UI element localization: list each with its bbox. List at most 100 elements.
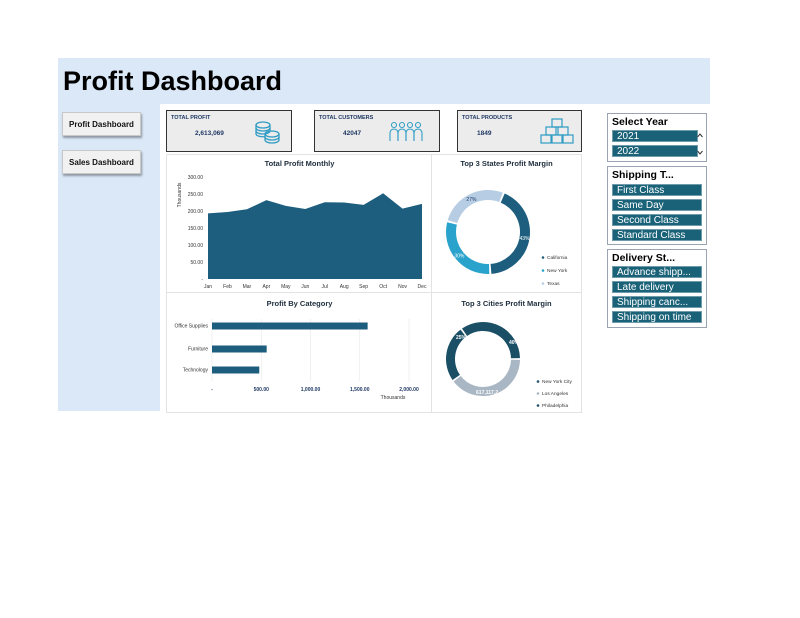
coins-icon: [255, 121, 280, 144]
profit-dashboard-button[interactable]: Profit Dashboard: [62, 112, 141, 136]
cities-margin-title: Top 3 Cities Profit Margin: [461, 299, 552, 308]
page-title: Profit Dashboard: [63, 66, 283, 96]
kpi-total-products: TOTAL PRODUCTS 1849: [457, 110, 582, 152]
city-data-label: 40%: [509, 340, 520, 346]
y-axis-unit-label: Thousands: [177, 182, 183, 207]
x-tick-label: Aug: [340, 284, 349, 290]
header-bar: [58, 58, 710, 104]
delivery-status-slicer: Delivery St... Advance shipp... Late del…: [607, 249, 707, 328]
kpi-total-customers: TOTAL CUSTOMERS 42047: [314, 110, 440, 152]
legend-swatch: [541, 269, 545, 272]
city-slice: [462, 322, 520, 359]
monthly-profit-panel: Total Profit Monthly 300.00 250.00 200.00 1…: [166, 154, 433, 294]
kpi-customers-value: 42047: [343, 130, 362, 137]
kpi-profit-value: 2,613,069: [195, 130, 224, 137]
kpi-customers-label: TOTAL CUSTOMERS: [319, 115, 374, 121]
delivery-item-cancelled[interactable]: Shipping canc...: [612, 296, 702, 308]
x-tick-label: 1,000.00: [301, 387, 321, 393]
kpi-total-profit: TOTAL PROFIT 2,613,069: [166, 110, 292, 152]
legend-label: Los Angeles: [542, 391, 569, 397]
states-margin-panel: Top 3 States Profit Margin 43% 30% 27% Cali…: [431, 154, 582, 294]
year-slicer: Select Year 2021 2022: [607, 113, 707, 162]
shipping-item-same-day[interactable]: Same Day: [612, 199, 702, 211]
shipping-slicer-title: Shipping T...: [612, 169, 674, 181]
x-tick-label: 1,500.00: [350, 387, 370, 393]
monthly-profit-chart: 300.00 250.00 200.00 150.00 100.00 50.00 - Thou…: [177, 175, 427, 290]
people-icon: [389, 121, 423, 141]
year-item-2022[interactable]: 2022: [612, 145, 698, 157]
category-bar: [212, 322, 368, 330]
legend-label: New York: [547, 268, 568, 274]
legend-label: California: [547, 255, 568, 261]
x-tick-label: Jan: [204, 284, 212, 290]
legend-label: New York City: [542, 379, 572, 385]
scroll-up-icon: [697, 133, 703, 138]
shipping-type-slicer: Shipping T... First Class Same Day Secon…: [607, 166, 707, 245]
delivery-slicer-title: Delivery St...: [612, 252, 676, 264]
area-series: [208, 193, 422, 279]
year-scroll-arrows[interactable]: [696, 131, 704, 157]
category-bar: [212, 366, 260, 374]
x-axis-unit-label: Thousands: [381, 395, 406, 401]
category-label: Technology: [183, 368, 209, 374]
state-data-label: 27%: [466, 197, 477, 203]
state-data-label: 30%: [454, 253, 465, 259]
sales-dashboard-button[interactable]: Sales Dashboard: [62, 150, 141, 174]
y-tick-label: 150.00: [188, 226, 204, 232]
legend-swatch: [541, 282, 545, 285]
x-tick-label: Apr: [262, 284, 270, 290]
y-tick-label: 300.00: [188, 175, 204, 181]
category-profit-chart: - 500.00 1,000.00 1,500.00 2,000.00 Office Su…: [174, 319, 419, 401]
city-data-label: 617,117.2: [476, 390, 498, 396]
legend-label: Texas: [547, 281, 560, 287]
x-tick-label: Feb: [223, 284, 232, 290]
delivery-item-late[interactable]: Late delivery: [612, 281, 702, 293]
y-tick-label: 250.00: [188, 192, 204, 198]
year-slicer-title: Select Year: [612, 116, 668, 128]
legend-swatch: [536, 404, 540, 407]
boxes-icon: [540, 118, 574, 144]
legend-swatch: [541, 256, 545, 259]
x-tick-label: 500.00: [254, 387, 270, 393]
legend-label: Philadelphia: [542, 403, 568, 409]
cities-margin-chart: 25% 40% 617,117.2 New York City Los Angeles P…: [446, 322, 572, 409]
x-tick-label: Mar: [243, 284, 252, 290]
monthly-profit-title: Total Profit Monthly: [264, 159, 335, 168]
shipping-item-second-class[interactable]: Second Class: [612, 214, 702, 226]
city-slice: [446, 329, 466, 380]
state-data-label: 43%: [519, 236, 530, 242]
delivery-item-on-time[interactable]: Shipping on time: [612, 311, 702, 323]
legend-swatch: [536, 392, 540, 395]
x-tick-label: Jul: [322, 284, 328, 290]
state-slice: [447, 190, 503, 224]
states-margin-chart: 43% 30% 27% California New York Texas: [446, 190, 568, 287]
x-tick-label: Dec: [418, 284, 427, 290]
category-profit-panel: Profit By Category - 500.00 1,000.00 1,500.…: [166, 292, 433, 413]
states-margin-title: Top 3 States Profit Margin: [460, 159, 553, 168]
y-tick-label: 200.00: [188, 209, 204, 215]
category-profit-title: Profit By Category: [266, 299, 333, 308]
delivery-item-advance[interactable]: Advance shipp...: [612, 266, 702, 278]
x-tick-label: Oct: [379, 284, 387, 290]
y-tick-label: -: [201, 277, 203, 283]
x-tick-label: May: [281, 284, 291, 290]
x-tick-label: Sep: [359, 284, 368, 290]
y-tick-label: 100.00: [188, 243, 204, 249]
state-slice: [446, 222, 490, 274]
legend-swatch: [536, 380, 540, 383]
kpi-profit-label: TOTAL PROFIT: [171, 115, 211, 121]
x-tick-label: 2,000.00: [399, 387, 419, 393]
category-bar: [212, 345, 267, 353]
shipping-item-standard-class[interactable]: Standard Class: [612, 229, 702, 241]
year-item-2021[interactable]: 2021: [612, 130, 698, 142]
y-tick-label: 50.00: [190, 260, 203, 266]
x-tick-label: Nov: [398, 284, 407, 290]
category-label: Furniture: [188, 347, 208, 353]
state-slice: [490, 193, 530, 274]
cities-margin-panel: Top 3 Cities Profit Margin 25% 40% 617,117…: [431, 292, 582, 413]
kpi-products-value: 1849: [477, 130, 492, 137]
x-tick-label: -: [211, 387, 213, 393]
shipping-item-first-class[interactable]: First Class: [612, 184, 702, 196]
x-tick-label: Jun: [301, 284, 309, 290]
city-slice: [453, 359, 520, 396]
